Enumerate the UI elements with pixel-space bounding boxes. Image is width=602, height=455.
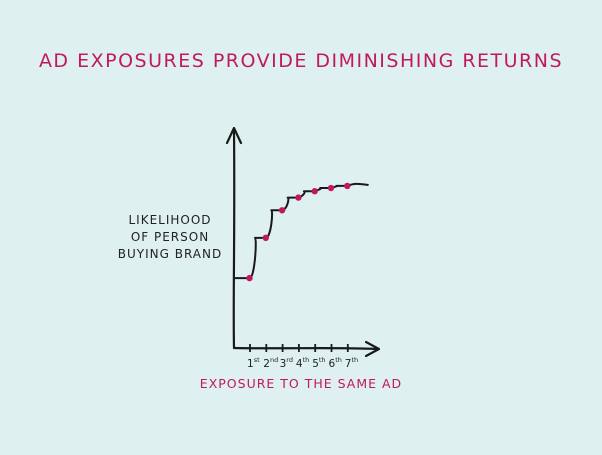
x-axis-label: EXPOSURE TO THE SAME AD [199,376,403,391]
x-axis-arrowhead [364,340,381,358]
x-tick-label: 4th [296,356,309,370]
data-point [246,274,253,282]
data-point [311,188,318,195]
chart-title: AD EXPOSURES PROVIDE DIMINISHING RETURNS [38,50,564,72]
x-tick-label: 2nd [263,356,278,370]
data-point [295,194,302,201]
y-axis-arrowhead [225,126,243,145]
x-tick-label: 6th [329,356,342,370]
y-axis [232,128,236,350]
data-point [344,182,351,190]
x-tick-label: 5th [312,356,325,370]
x-axis [232,346,379,351]
x-tick-label: 7th [345,356,358,370]
axes [225,126,381,358]
x-tick-label: 3rd [280,356,293,370]
data-point [278,207,286,214]
y-axis-label: LIKELIHOOD OF PERSON BUYING BRAND [117,213,223,261]
x-tick-label: 1st [247,356,260,370]
data-point [262,234,269,242]
data-point [327,184,335,192]
